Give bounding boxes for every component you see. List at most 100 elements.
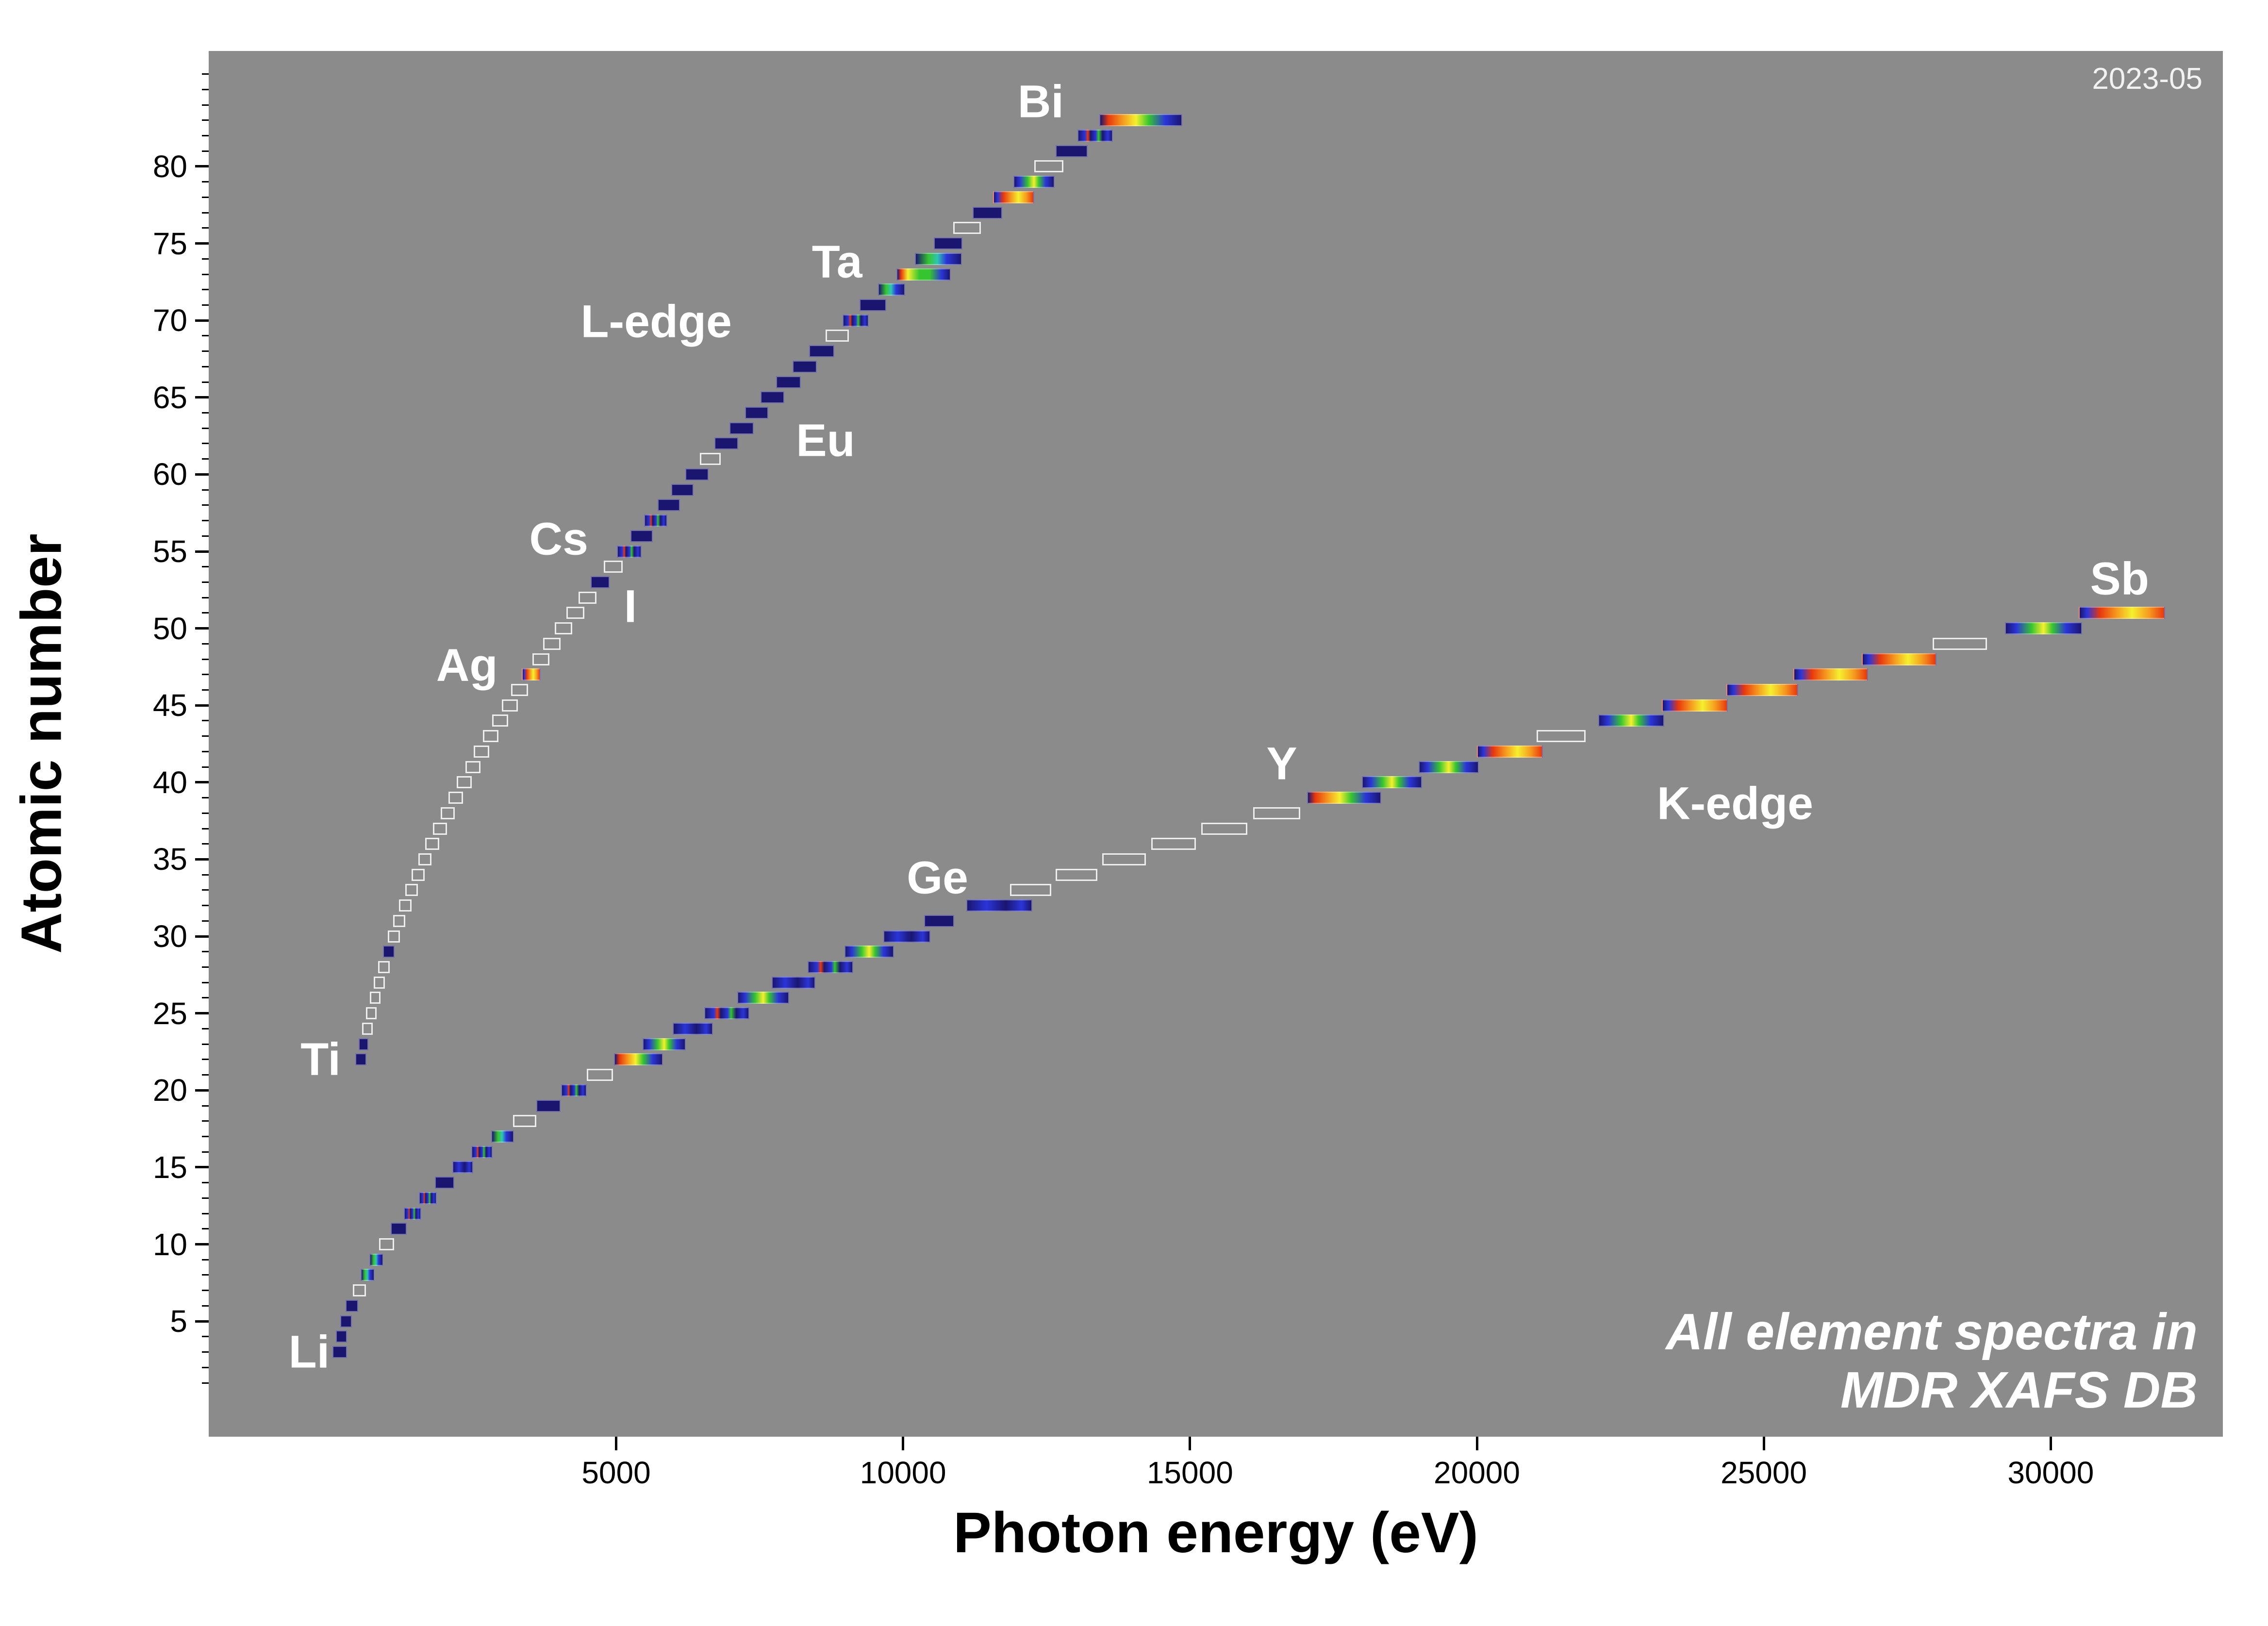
y-tick-minor bbox=[202, 412, 209, 414]
y-tick-label: 5 bbox=[170, 1304, 187, 1339]
spectrum-strip-L-edge-Cu bbox=[382, 946, 395, 958]
spectrum-strip-K-edge-Cd bbox=[1862, 653, 1937, 665]
spectrum-strip-L-edge-Pr bbox=[671, 483, 694, 496]
date-label: 2023-05 bbox=[2092, 62, 2202, 96]
y-tick-minor bbox=[202, 1290, 209, 1292]
x-tick bbox=[1475, 1437, 1478, 1450]
y-tick-minor bbox=[202, 535, 209, 537]
no-data-box-K-edge-Se bbox=[1055, 868, 1098, 881]
spectrum-strip-L-edge-Ce bbox=[657, 499, 680, 512]
no-data-box-L-edge-Co bbox=[374, 976, 385, 989]
y-tick-minor bbox=[202, 643, 209, 645]
spectrum-strip-L-edge-Er bbox=[809, 345, 834, 358]
y-tick-minor bbox=[202, 874, 209, 876]
y-tick-major bbox=[195, 396, 209, 399]
y-tick-minor bbox=[202, 658, 209, 660]
no-data-box-K-edge-In bbox=[1932, 637, 1987, 650]
spectrum-strip-K-edge-Rh bbox=[1661, 699, 1728, 712]
no-data-box-L-edge-Sn bbox=[554, 622, 573, 635]
y-tick-major bbox=[195, 704, 209, 707]
no-data-box-L-edge-Ga bbox=[393, 914, 406, 927]
no-data-box-L-edge-Ru bbox=[492, 714, 508, 727]
no-data-box-K-edge-Sc bbox=[587, 1069, 613, 1081]
no-data-box-L-edge-Se bbox=[411, 868, 425, 881]
x-tick-label: 30000 bbox=[2007, 1455, 2094, 1490]
no-data-box-L-edge-Pd bbox=[511, 684, 528, 696]
no-data-box-L-edge-Xe bbox=[604, 561, 623, 573]
spectrum-strip-L-edge-Ag bbox=[521, 668, 541, 681]
y-tick-minor bbox=[202, 196, 209, 198]
spectrum-strip-K-edge-Al bbox=[418, 1192, 437, 1204]
spectrum-strip-K-edge-F bbox=[369, 1253, 384, 1266]
y-tick-minor bbox=[202, 597, 209, 598]
y-tick-major bbox=[195, 1012, 209, 1015]
y-tick-minor bbox=[202, 504, 209, 506]
x-tick bbox=[1189, 1437, 1192, 1450]
spectrum-strip-K-edge-Pd bbox=[1726, 684, 1799, 696]
y-tick-major bbox=[195, 1243, 209, 1245]
spectrum-strip-K-edge-Si bbox=[434, 1177, 454, 1189]
chart-label-cs: Cs bbox=[529, 513, 588, 565]
spectrum-strip-K-edge-Zr bbox=[1362, 776, 1423, 789]
chart-label-sb: Sb bbox=[2090, 553, 2149, 605]
no-data-box-K-edge-Ne bbox=[379, 1238, 394, 1250]
y-tick-minor bbox=[202, 443, 209, 445]
x-tick bbox=[2049, 1437, 2052, 1450]
y-tick-major bbox=[195, 550, 209, 553]
y-tick-minor bbox=[202, 1182, 209, 1184]
y-tick-minor bbox=[202, 951, 209, 953]
x-axis-title: Photon energy (eV) bbox=[953, 1501, 1478, 1565]
spectrum-strip-L-edge-Dy bbox=[776, 376, 801, 388]
spectrum-strip-L-edge-Ir bbox=[973, 206, 1002, 219]
y-tick-minor bbox=[202, 273, 209, 275]
y-tick-label: 60 bbox=[152, 457, 187, 492]
y-tick-minor bbox=[202, 1059, 209, 1061]
y-tick-major bbox=[195, 1166, 209, 1169]
watermark-line2: MDR XAFS DB bbox=[1840, 1361, 2198, 1419]
no-data-box-L-edge-Br bbox=[418, 853, 432, 865]
y-tick-label: 55 bbox=[152, 534, 187, 569]
y-tick-minor bbox=[202, 1151, 209, 1153]
y-tick-minor bbox=[202, 88, 209, 90]
no-data-box-K-edge-Kr bbox=[1151, 838, 1196, 850]
y-tick-minor bbox=[202, 150, 209, 152]
spectrum-strip-L-edge-W bbox=[915, 252, 962, 265]
y-tick-minor bbox=[202, 458, 209, 460]
y-tick-label: 15 bbox=[152, 1149, 187, 1185]
no-data-box-L-edge-As bbox=[405, 884, 418, 896]
y-tick-minor bbox=[202, 1074, 209, 1076]
no-data-box-L-edge-Tc bbox=[482, 730, 499, 743]
spectrum-strip-L-edge-Cs bbox=[616, 545, 642, 558]
y-tick-minor bbox=[202, 966, 209, 968]
spectrum-strip-L-edge-Ti bbox=[355, 1053, 366, 1066]
spectrum-strip-K-edge-V bbox=[643, 1038, 686, 1050]
y-tick-minor bbox=[202, 566, 209, 568]
y-tick-minor bbox=[202, 1259, 209, 1261]
spectrum-strip-K-edge-P bbox=[452, 1161, 473, 1174]
y-tick-minor bbox=[202, 843, 209, 845]
y-tick-minor bbox=[202, 689, 209, 691]
y-tick-label: 50 bbox=[152, 611, 187, 646]
y-tick-minor bbox=[202, 258, 209, 260]
no-data-box-L-edge-Y bbox=[448, 792, 464, 804]
y-tick-label: 75 bbox=[152, 226, 187, 261]
spectrum-strip-L-edge-Tb bbox=[760, 391, 785, 404]
y-tick-minor bbox=[202, 997, 209, 999]
y-tick-minor bbox=[202, 1228, 209, 1230]
chart-label-eu: Eu bbox=[796, 415, 855, 466]
x-tick-label: 5000 bbox=[581, 1455, 651, 1490]
y-tick-minor bbox=[202, 735, 209, 737]
y-tick-minor bbox=[202, 227, 209, 229]
chart-label-y: Y bbox=[1266, 738, 1297, 790]
y-tick-minor bbox=[202, 335, 209, 337]
y-tick-minor bbox=[202, 1120, 209, 1122]
y-tick-label: 45 bbox=[152, 688, 187, 723]
spectrum-strip-K-edge-Fe bbox=[737, 992, 789, 1004]
y-tick-minor bbox=[202, 1382, 209, 1384]
spectrum-strip-L-edge-Ho bbox=[792, 360, 817, 373]
spectrum-strip-L-edge-V bbox=[358, 1038, 368, 1050]
no-data-box-L-edge-Sb bbox=[566, 607, 584, 619]
y-tick-label: 70 bbox=[152, 303, 187, 338]
y-tick-minor bbox=[202, 427, 209, 429]
